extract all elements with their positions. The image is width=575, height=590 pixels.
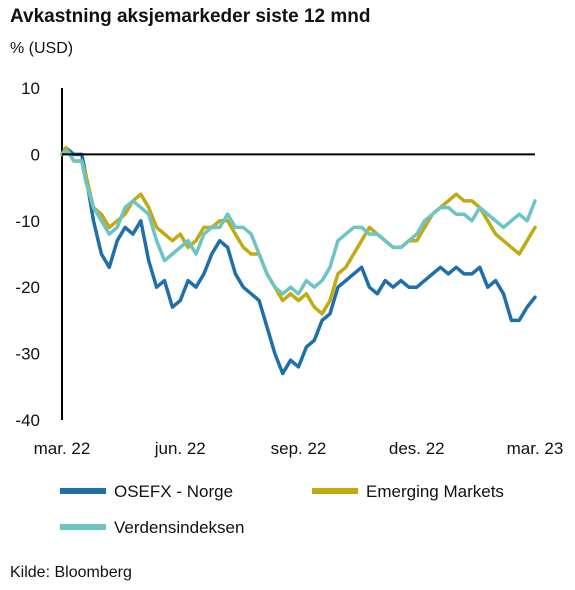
y-tick-label: -30 [15,345,40,364]
legend-label: Verdensindeksen [114,518,244,537]
y-axis-unit-label: % (USD) [10,40,74,57]
x-tick-label: mar. 23 [507,439,564,458]
line-chart: 10 0 -10 -20 -30 -40 mar. 22 jun. 22 sep. 22 des… [15,79,564,537]
y-tick-label: -20 [15,278,40,297]
series-lines [60,146,537,376]
legend-label: Emerging Markets [366,482,504,501]
x-tick-label: sep. 22 [271,439,327,458]
y-tick-label: -40 [15,411,40,430]
legend-label: OSEFX - Norge [114,482,233,501]
x-tick-label: mar. 22 [34,439,91,458]
series-line-1 [60,146,537,316]
y-tick-label: -10 [15,212,40,231]
x-tick-label: des. 22 [389,439,445,458]
x-tick-label: jun. 22 [154,439,206,458]
source-note: Kilde: Bloomberg [10,564,132,581]
y-tick-label: 0 [31,145,40,164]
series-line-0 [60,146,537,376]
chart-title: Avkastning aksjemarkeder siste 12 mnd [10,6,371,27]
y-axis-tick-labels: 10 0 -10 -20 -30 -40 [15,79,40,430]
series-line-2 [60,149,537,296]
y-tick-label: 10 [21,79,40,98]
chart-legend: OSEFX - Norge Emerging Markets Verdensinde… [60,482,504,537]
x-axis-tick-labels: mar. 22 jun. 22 sep. 22 des. 22 mar. 23 [34,439,564,458]
